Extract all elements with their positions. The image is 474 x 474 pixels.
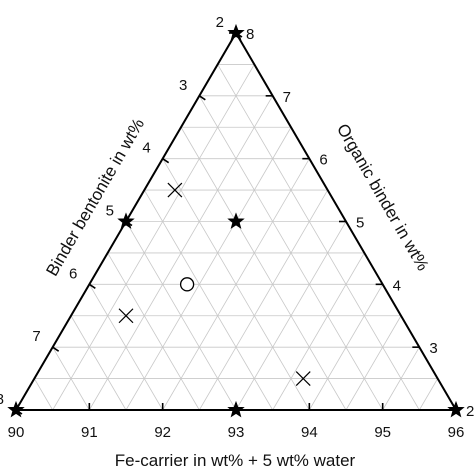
bottom-tick-label: 95 — [374, 424, 391, 441]
grid-line — [198, 95, 384, 411]
left-tick-label: 4 — [142, 140, 150, 157]
bottom-tick-label: 92 — [154, 424, 171, 441]
data-point-star — [227, 212, 245, 229]
data-point-cross — [167, 182, 183, 198]
axis-tick — [198, 95, 206, 101]
right-tick-label: 2 — [466, 403, 474, 420]
right-tick-label: 6 — [319, 152, 327, 169]
grid-line — [345, 315, 402, 411]
right-tick-label: 3 — [429, 340, 437, 357]
data-point-circle — [179, 277, 195, 292]
data-point-cross — [118, 308, 134, 324]
left-tick-label: 5 — [106, 203, 114, 220]
grid-line — [198, 189, 329, 411]
left-tick-label: 7 — [32, 328, 40, 345]
tick-label-layer: 9091929394959623456782345678 — [0, 14, 474, 441]
grid-line — [180, 127, 347, 411]
grid-line — [70, 315, 127, 411]
grid-layer — [33, 64, 439, 411]
grid-line — [52, 64, 255, 411]
grid-line — [217, 64, 420, 411]
grid-line — [272, 252, 365, 411]
grid-line — [107, 252, 200, 411]
grid-line — [33, 378, 54, 411]
bottom-axis-title: Fe-carrier in wt% + 5 wt% water — [115, 451, 356, 470]
right-tick-label: 4 — [393, 277, 401, 294]
data-point-star — [7, 400, 25, 418]
grid-line — [125, 221, 237, 411]
data-point-cross — [295, 371, 311, 387]
axis-tick — [88, 283, 96, 289]
axis-tick — [162, 158, 170, 164]
data-point-layer — [7, 23, 465, 418]
right-tick-label: 8 — [246, 26, 254, 43]
left-axis-title: Binder bentonite in wt% — [42, 115, 148, 279]
data-point-star — [447, 400, 465, 418]
grid-line — [52, 346, 90, 411]
grid-line — [418, 378, 439, 411]
grid-line — [162, 158, 310, 411]
grid-line — [125, 127, 292, 411]
right-tick-label: 7 — [283, 89, 291, 106]
bottom-tick-label: 91 — [81, 424, 98, 441]
left-tick-label: 2 — [216, 14, 224, 31]
grid-line — [143, 189, 274, 411]
data-point-star — [227, 23, 245, 41]
left-tick-label: 3 — [179, 77, 187, 94]
axis-tick — [52, 346, 60, 352]
bottom-tick-label: 94 — [301, 424, 318, 441]
left-tick-label: 8 — [0, 391, 4, 408]
data-point-star — [227, 400, 245, 418]
grid-line — [88, 284, 164, 411]
right-tick-label: 5 — [356, 215, 364, 232]
bottom-tick-label: 96 — [448, 424, 465, 441]
data-point-star — [117, 212, 135, 229]
right-axis-title: Organic binder in wt% — [333, 120, 433, 274]
bottom-tick-label: 90 — [8, 424, 25, 441]
left-tick-label: 6 — [69, 265, 77, 282]
bottom-tick-label: 93 — [228, 424, 245, 441]
